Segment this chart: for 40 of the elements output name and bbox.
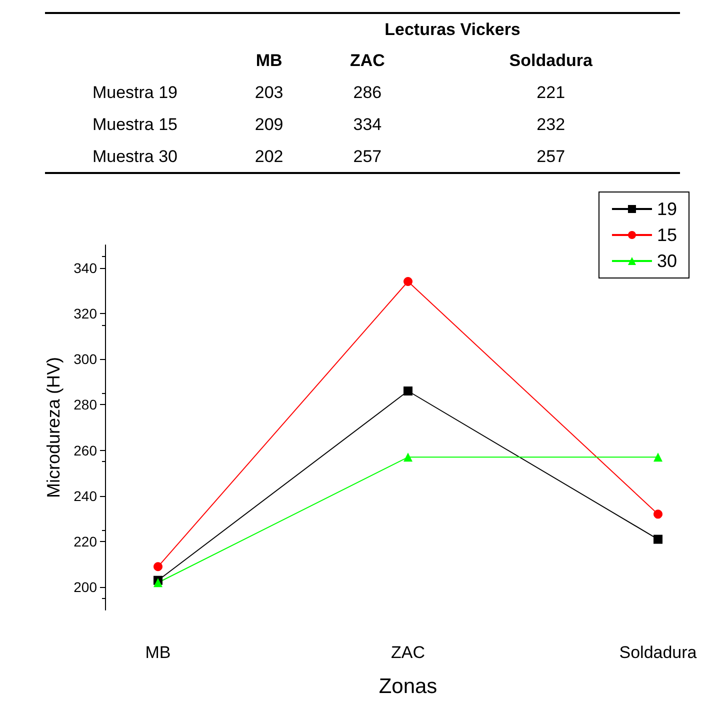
point xyxy=(654,452,662,462)
point xyxy=(154,562,162,572)
data-label: 203 xyxy=(254,82,284,104)
data-label: 209 xyxy=(254,114,284,136)
data-label: 334 xyxy=(352,114,383,136)
y-tick-label: 240 xyxy=(74,488,98,504)
y-tick-label: 200 xyxy=(74,579,98,596)
point xyxy=(154,578,162,588)
point xyxy=(404,386,412,396)
text: Muestra 30 xyxy=(91,146,179,168)
data-label: 232 xyxy=(536,114,566,136)
y-tick-label: 280 xyxy=(74,396,98,413)
y-tick-label: 220 xyxy=(74,534,98,550)
y-tick-label: 320 xyxy=(74,305,98,322)
y-tick-label: 340 xyxy=(74,260,98,276)
y-axis-title: Microdureza (HV) xyxy=(44,356,64,498)
category-label: Soldadura xyxy=(509,51,592,70)
data-label: 202 xyxy=(254,146,284,168)
point xyxy=(404,277,412,286)
data-label: 221 xyxy=(536,82,566,104)
data-label: 257 xyxy=(352,146,383,168)
data-label: 257 xyxy=(536,146,566,168)
x-tick-label: ZAC xyxy=(391,643,425,662)
text: Muestra 19 xyxy=(91,82,179,104)
x-tick-label: MB xyxy=(145,643,171,662)
category-label: MB xyxy=(256,51,282,70)
legend-label: 30 xyxy=(656,251,678,271)
legend-label: 19 xyxy=(656,199,678,219)
text: Muestra 15 xyxy=(91,114,179,136)
point xyxy=(404,452,412,462)
point xyxy=(654,534,662,544)
data-label: 286 xyxy=(352,82,383,104)
y-tick-label: 260 xyxy=(74,442,98,458)
point xyxy=(654,510,662,519)
text: Lecturas Vickers xyxy=(384,18,522,40)
category-label: ZAC xyxy=(350,51,385,70)
x-tick-label: Soldadura xyxy=(619,643,698,662)
legend-label: 15 xyxy=(656,225,678,245)
y-tick-label: 300 xyxy=(74,351,98,368)
x-axis-title: Zonas xyxy=(378,675,438,698)
